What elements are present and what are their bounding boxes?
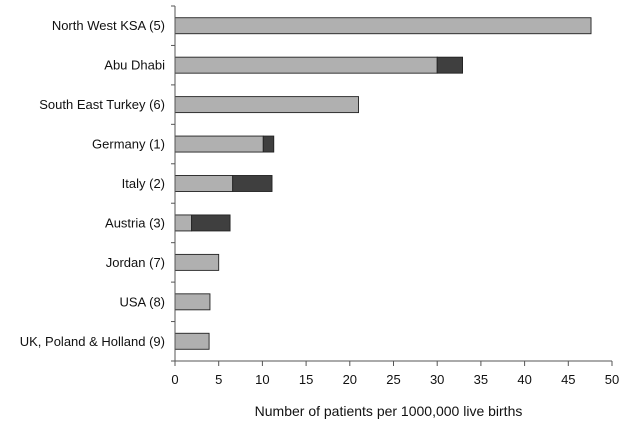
category-label: South East Turkey (6) [39, 97, 165, 112]
category-label: UK, Poland & Holland (9) [20, 334, 165, 349]
bar-segment-primary [174, 17, 592, 35]
bar-segment-primary [174, 175, 234, 192]
bar-segment-secondary [436, 56, 463, 74]
bar-segment-primary [174, 253, 220, 271]
category-labels: North West KSA (5) Abu Dhabi South East Tu… [20, 18, 165, 349]
x-tick-label: 15 [299, 372, 313, 387]
category-label: USA (8) [119, 294, 165, 309]
bar-segment-primary [174, 135, 264, 153]
x-tick-label: 10 [255, 372, 269, 387]
bar-segment-primary [174, 96, 359, 114]
x-tick-label: 25 [386, 372, 400, 387]
bar-segment-primary [174, 214, 193, 232]
x-tick-label: 45 [561, 372, 575, 387]
category-label: Austria (3) [105, 215, 165, 230]
bar-segment-secondary [232, 175, 273, 192]
x-tick-label: 40 [517, 372, 531, 387]
bar-segment-primary [174, 332, 210, 350]
bar-segment-primary [174, 56, 438, 74]
x-tick-label: 0 [171, 372, 178, 387]
category-label: Abu Dhabi [104, 58, 165, 73]
category-label: Germany (1) [92, 137, 165, 152]
category-label: Italy (2) [122, 176, 165, 191]
bar-segment-primary [174, 293, 211, 311]
x-tick-label: 50 [605, 372, 619, 387]
category-label: Jordan (7) [106, 255, 165, 270]
x-tick-label: 30 [430, 372, 444, 387]
x-tick-label: 5 [215, 372, 222, 387]
category-label: North West KSA (5) [52, 18, 165, 33]
bar-segment-secondary [191, 214, 231, 232]
bars-group [171, 5, 592, 362]
x-axis-title: Number of patients per 1000,000 live bir… [255, 403, 523, 419]
x-tick-label: 35 [474, 372, 488, 387]
bar-segment-secondary [262, 135, 275, 153]
x-tick-label: 20 [343, 372, 357, 387]
x-ticks: 0 5 10 15 20 25 30 35 40 45 50 [171, 361, 619, 387]
